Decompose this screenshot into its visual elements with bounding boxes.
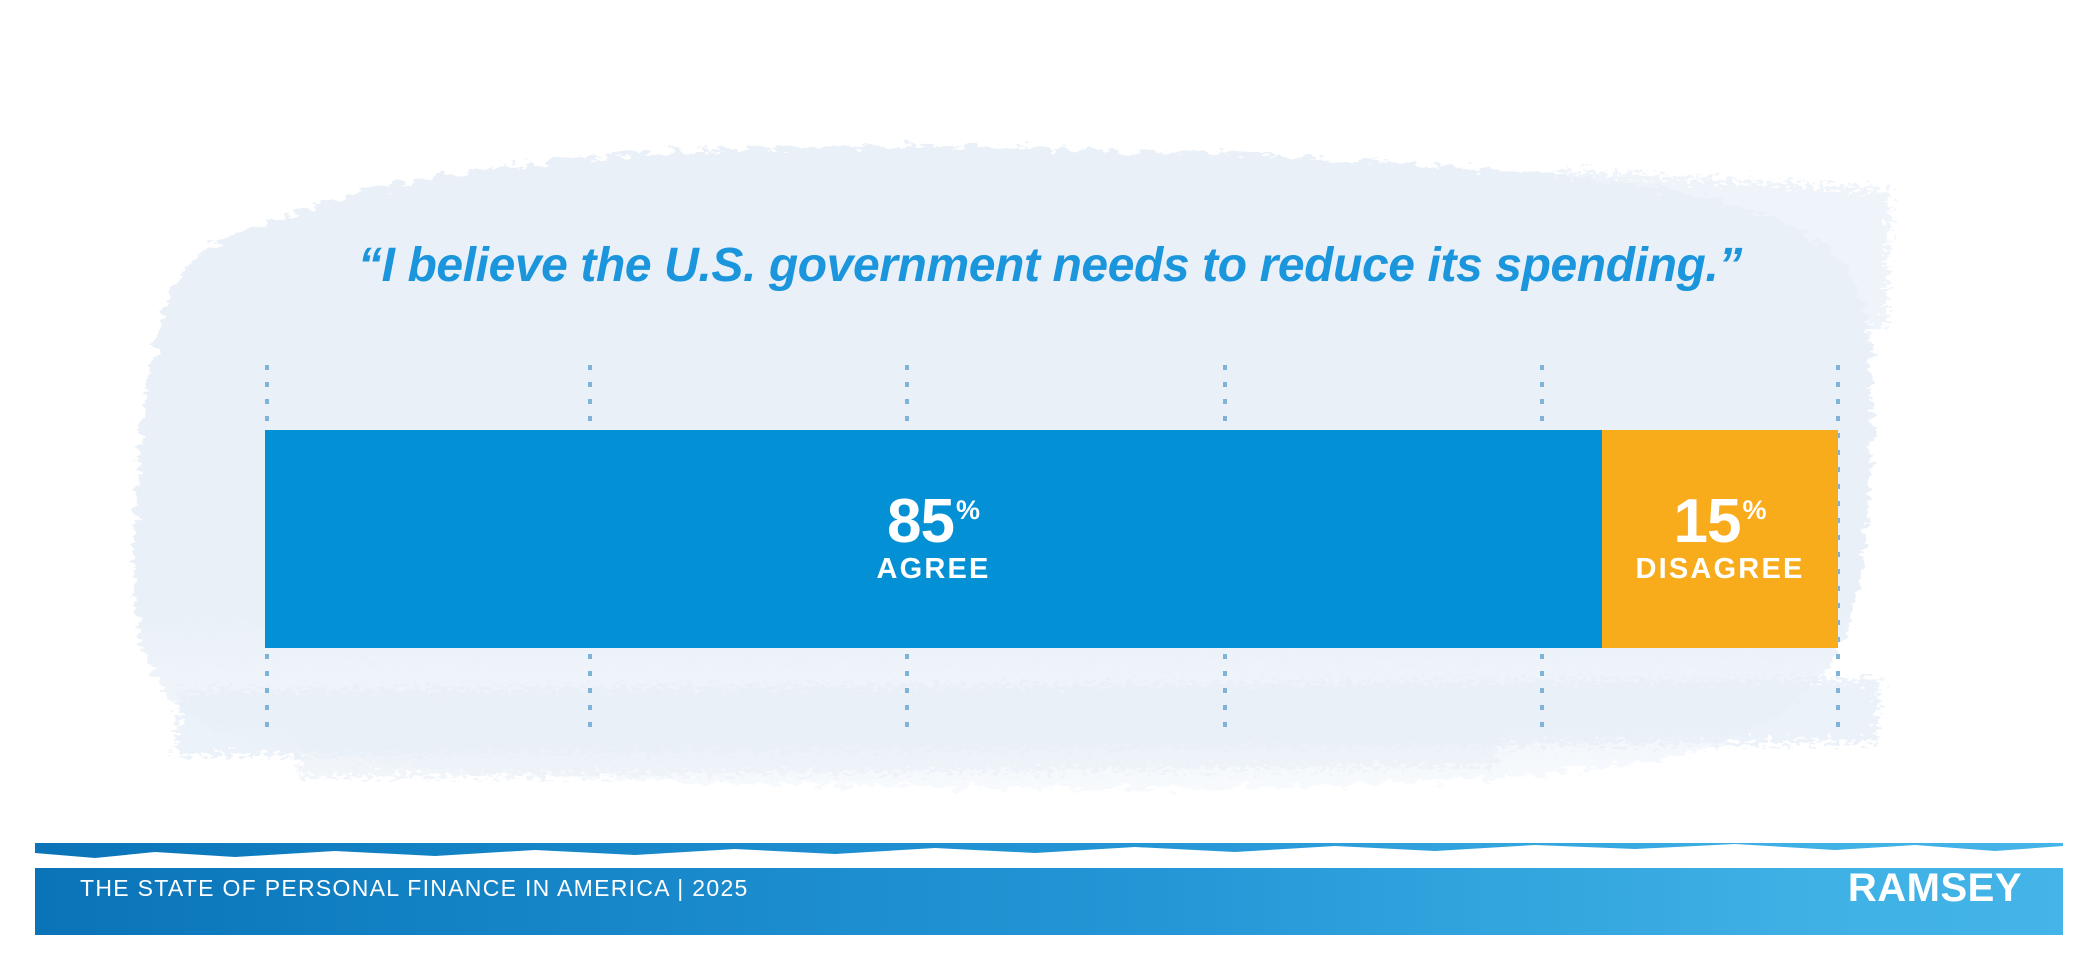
footer-caption: THE STATE OF PERSONAL FINANCE IN AMERICA… [80,875,749,901]
disagree-percent-sign: % [1742,494,1767,525]
footer-brush-edge [35,843,2063,868]
bar-segment-disagree: 15 % DISAGREE [1602,430,1838,648]
footer-band [35,843,2063,935]
disagree-percent-number: 15 [1673,486,1742,556]
agree-percent-number: 85 [887,486,955,556]
agree-label: AGREE [876,553,991,586]
disagree-label: DISAGREE [1635,553,1805,586]
agree-percent-sign: % [956,494,981,525]
disagree-percent: 15 % [1673,486,1767,556]
page-title: “I believe the U.S. government needs to … [358,239,1742,292]
stacked-bar-chart: 85 % AGREE 15 % DISAGREE [265,430,1838,648]
gridline-5 [1836,365,1840,737]
ramsey-logo: RAMSEY [1847,866,2022,910]
agree-percent: 85 % [887,486,981,556]
bar-segment-agree: 85 % AGREE [265,430,1603,648]
